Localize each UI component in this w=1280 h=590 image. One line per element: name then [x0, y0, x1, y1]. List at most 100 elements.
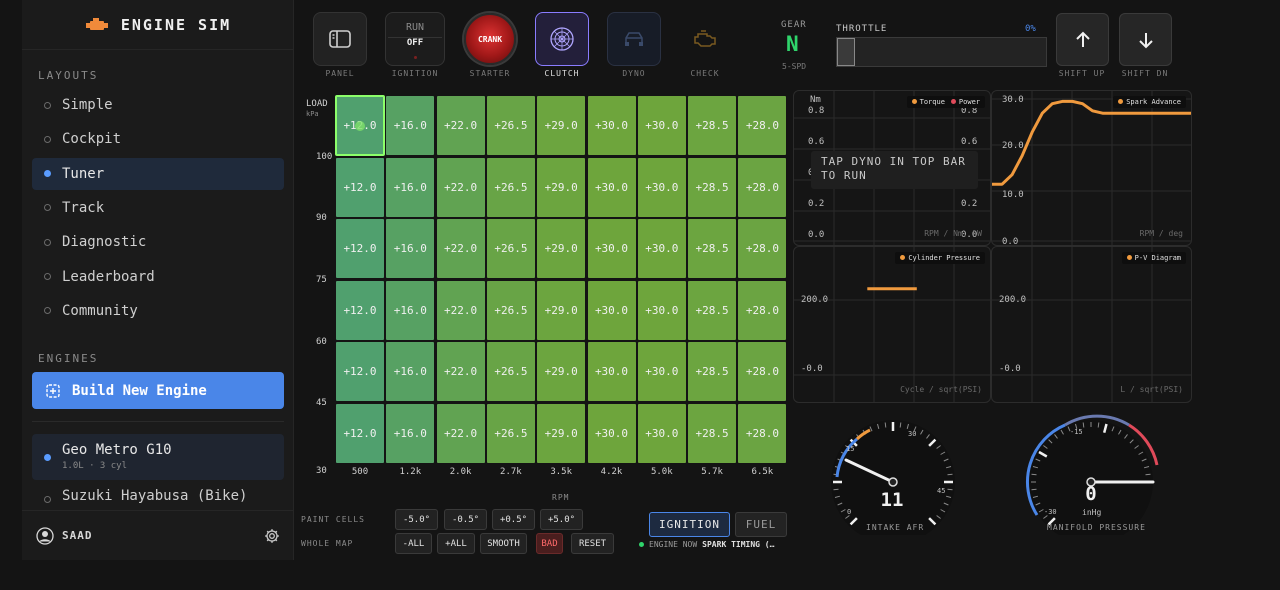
crank-button[interactable]: CRANK — [464, 13, 516, 65]
pv-tick-0: 200.0 — [999, 295, 1027, 305]
map-button-all[interactable]: +ALL — [437, 533, 475, 554]
mode-ignition-tab[interactable]: IGNITION — [649, 512, 730, 537]
map-cell[interactable]: +28.0 — [738, 342, 787, 402]
layout-item-community[interactable]: Community — [32, 295, 284, 327]
map-cell[interactable]: +30.0 — [587, 219, 636, 279]
map-cell[interactable]: +28.5 — [688, 219, 737, 279]
map-cell[interactable]: +16.0 — [386, 157, 435, 217]
map-cell-value: +16.0 — [393, 180, 427, 194]
clutch-button[interactable] — [535, 12, 589, 66]
gauge-tick — [1118, 429, 1122, 435]
map-button-0-5[interactable]: -0.5° — [444, 509, 487, 530]
engine-item-hayabusa[interactable]: Suzuki Hayabusa (Bike) — [32, 488, 284, 508]
layout-item-simple[interactable]: Simple — [32, 89, 284, 121]
engine-now-status: ENGINE NOW SPARK TIMING (… — [639, 540, 774, 549]
dyno-button[interactable] — [607, 12, 661, 66]
map-cell[interactable]: +16.0 — [386, 342, 435, 402]
gear-icon[interactable] — [264, 528, 280, 544]
engine-spec: 1.0L · 3 cyl — [62, 461, 128, 471]
map-cell[interactable]: +30.0 — [637, 342, 686, 402]
shift-down-button[interactable] — [1119, 13, 1172, 66]
mode-fuel-tab[interactable]: FUEL — [735, 512, 787, 537]
brand: ENGINE SIM — [22, 0, 294, 50]
map-cell[interactable]: +22.0 — [436, 157, 485, 217]
map-cell[interactable]: +26.5 — [486, 219, 535, 279]
map-cell[interactable]: +29.0 — [537, 96, 586, 155]
layout-item-diagnostic[interactable]: Diagnostic — [32, 226, 284, 258]
map-cell[interactable]: +16.0 — [386, 280, 435, 340]
map-cell[interactable]: +12.0 — [336, 219, 384, 279]
map-cell[interactable]: +16.0 — [386, 404, 435, 463]
map-cell[interactable]: +26.5 — [486, 280, 535, 340]
arrow-down-icon — [1138, 32, 1153, 48]
throttle-handle[interactable] — [837, 38, 855, 66]
map-cell[interactable]: +12.0 — [336, 342, 384, 402]
map-cell[interactable]: +30.0 — [637, 404, 686, 463]
map-cell[interactable]: +30.0 — [587, 342, 636, 402]
map-cell[interactable]: +22.0 — [436, 96, 485, 155]
check-engine-button[interactable] — [678, 12, 732, 66]
map-cell[interactable]: +22.0 — [436, 342, 485, 402]
map-cell[interactable]: +12.0 — [335, 95, 385, 156]
map-cell[interactable]: +30.0 — [587, 280, 636, 340]
map-cell[interactable]: +28.0 — [738, 219, 787, 279]
map-cell[interactable]: +22.0 — [436, 280, 485, 340]
map-cell[interactable]: +29.0 — [537, 342, 586, 402]
map-cell[interactable]: +30.0 — [587, 404, 636, 463]
map-cell[interactable]: +30.0 — [637, 280, 686, 340]
map-cell[interactable]: +30.0 — [587, 96, 636, 155]
map-cell[interactable]: +29.0 — [537, 219, 586, 279]
engine-item-geo-metro[interactable]: Geo Metro G10 1.0L · 3 cyl — [32, 434, 284, 480]
map-cell[interactable]: +30.0 — [637, 96, 686, 155]
shift-up-button[interactable] — [1056, 13, 1109, 66]
map-cell[interactable]: +22.0 — [436, 404, 485, 463]
ignition-switch[interactable]: RUN OFF — [385, 12, 445, 66]
map-cell[interactable]: +28.5 — [688, 96, 737, 155]
map-cell[interactable]: +28.0 — [738, 96, 787, 155]
map-button-smooth[interactable]: SMOOTH — [480, 533, 527, 554]
map-button-bad[interactable]: BAD — [536, 533, 563, 554]
map-cell[interactable]: +26.5 — [486, 96, 535, 155]
map-cell[interactable]: +30.0 — [637, 219, 686, 279]
map-button-all[interactable]: -ALL — [395, 533, 432, 554]
map-cell[interactable]: +16.0 — [386, 96, 435, 155]
map-cell[interactable]: +28.0 — [738, 280, 787, 340]
layout-item-tuner[interactable]: Tuner — [32, 157, 284, 190]
map-button-0-5[interactable]: +0.5° — [492, 509, 535, 530]
layout-item-leaderboard[interactable]: Leaderboard — [32, 261, 284, 293]
layout-item-cockpit[interactable]: Cockpit — [32, 123, 284, 155]
map-button-5-0[interactable]: +5.0° — [540, 509, 583, 530]
map-grid[interactable]: +12.0 +16.0 +22.0 +26.5 +29.0 +30.0 +30.0 +28.5… — [335, 95, 787, 466]
map-cell[interactable]: +12.0 — [336, 404, 384, 463]
map-cell[interactable]: +30.0 — [587, 157, 636, 217]
map-cell[interactable]: +29.0 — [537, 280, 586, 340]
layout-item-track[interactable]: Track — [32, 192, 284, 224]
map-cell[interactable]: +26.5 — [486, 342, 535, 402]
map-cell[interactable]: +28.5 — [688, 404, 737, 463]
map-cell[interactable]: +26.5 — [486, 157, 535, 217]
map-cell[interactable]: +16.0 — [386, 219, 435, 279]
map-cell[interactable]: +29.0 — [537, 404, 586, 463]
panel-button[interactable] — [313, 12, 367, 66]
map-cell[interactable]: +12.0 — [336, 280, 384, 340]
map-cell[interactable]: +29.0 — [537, 157, 586, 217]
afr-needle-hub — [888, 477, 898, 487]
build-new-engine-button[interactable]: Build New Engine — [32, 372, 284, 409]
gauge-tick — [943, 458, 949, 462]
rpm-tick: 6.5k — [751, 467, 774, 477]
throttle-slider[interactable] — [836, 37, 1047, 67]
map-cell[interactable]: +22.0 — [436, 219, 485, 279]
map-cell[interactable]: +28.0 — [738, 404, 787, 463]
map-cell[interactable]: +28.0 — [738, 157, 787, 217]
map-button-5-0[interactable]: -5.0° — [395, 509, 438, 530]
cylinder-pressure-panel: 200.0 -0.0 Cylinder Pressure Cycle / sqr… — [793, 246, 991, 403]
map-cell[interactable]: +28.5 — [688, 280, 737, 340]
load-axis-unit: kPa — [306, 110, 319, 118]
map-cell[interactable]: +30.0 — [637, 157, 686, 217]
map-button-reset[interactable]: RESET — [571, 533, 614, 554]
map-cell[interactable]: +12.0 — [336, 157, 384, 217]
map-cell[interactable]: +28.5 — [688, 157, 737, 217]
user-avatar-icon[interactable] — [36, 526, 54, 545]
map-cell[interactable]: +28.5 — [688, 342, 737, 402]
map-cell[interactable]: +26.5 — [486, 404, 535, 463]
